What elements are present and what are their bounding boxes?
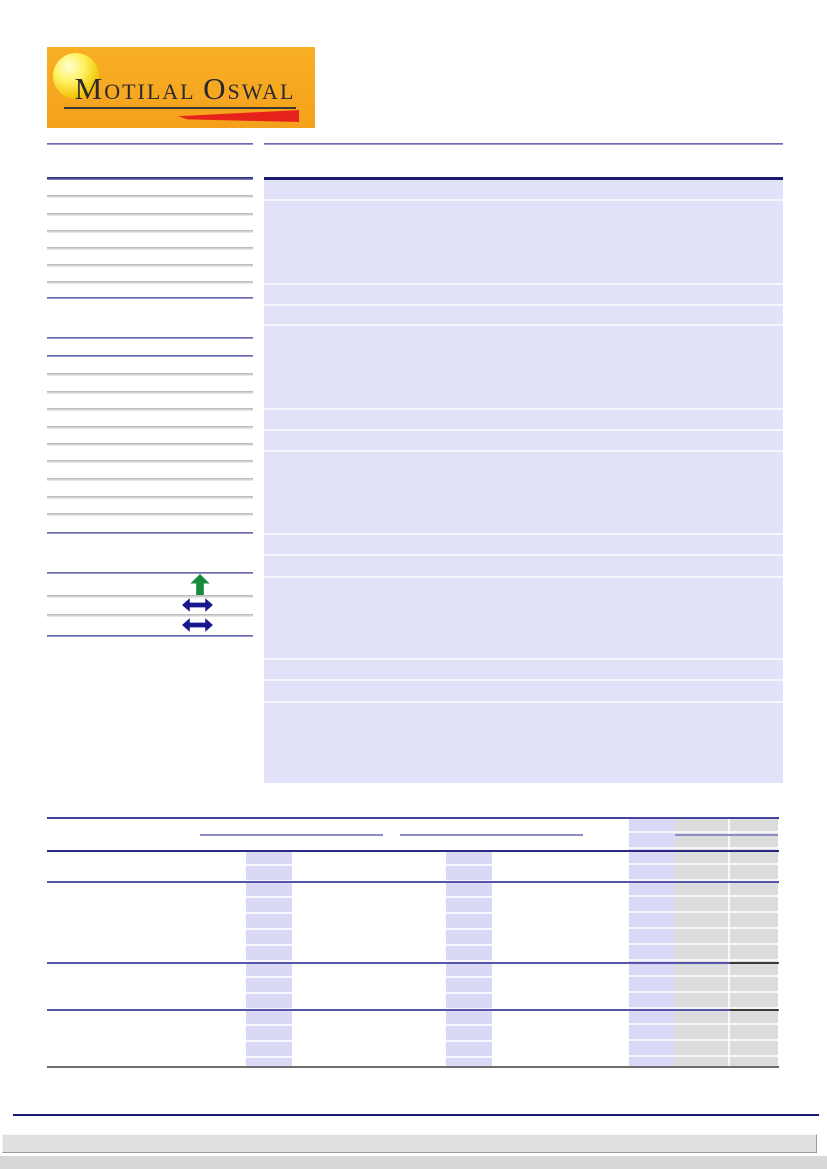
logo-word1-initial: M	[74, 71, 105, 106]
left-right-arrow-icon	[182, 598, 213, 612]
table-rule	[47, 817, 779, 819]
panel-row-separator	[264, 324, 783, 326]
footer-rule	[13, 1114, 819, 1116]
logo-text: MOTILAL OSWAL	[65, 71, 305, 107]
panel-row-separator	[264, 429, 783, 431]
table-bottom-rule	[47, 1066, 779, 1068]
column-group-underline	[200, 834, 383, 836]
sidebar-rule	[47, 408, 253, 411]
content-top-rule	[264, 143, 783, 145]
column-group-underline	[675, 834, 778, 836]
sidebar-rule	[47, 391, 253, 394]
table-rule	[47, 881, 779, 883]
sidebar-rule	[47, 281, 253, 284]
highlight-column-gray	[675, 817, 778, 1068]
logo-word2-rest: SWAL	[227, 79, 296, 104]
logo-word2-initial: O	[203, 71, 228, 106]
sidebar-rule	[47, 177, 253, 180]
sidebar-rule	[47, 478, 253, 481]
sidebar-rule	[47, 297, 253, 299]
table-rule	[47, 1009, 779, 1011]
sidebar-rule	[47, 373, 253, 376]
panel-row-separator	[264, 679, 783, 681]
logo-underline	[64, 107, 296, 109]
sidebar-rule	[47, 572, 253, 574]
table-rule-dark-segment	[730, 1009, 778, 1011]
sidebar-rule	[47, 532, 253, 534]
panel-row-separator	[264, 701, 783, 703]
sidebar-rule	[47, 595, 253, 598]
sidebar-rule	[47, 443, 253, 446]
sidebar-rule	[47, 264, 253, 267]
sidebar-rule	[47, 337, 253, 339]
left-right-arrow-icon	[182, 618, 213, 632]
panel-row-separator	[264, 199, 783, 201]
logo-sun-icon	[53, 53, 99, 99]
panel-row-separator	[264, 533, 783, 535]
panel-row-separator	[264, 658, 783, 660]
highlight-column	[629, 817, 675, 1068]
footer-bar	[2, 1134, 817, 1153]
highlight-column	[246, 850, 292, 1068]
sidebar-rule	[47, 496, 253, 499]
sidebar-rule	[47, 213, 253, 216]
panel-row-separator	[264, 283, 783, 285]
table-rule-dark-segment	[730, 962, 778, 964]
logo-swoosh-icon	[178, 110, 299, 122]
sidebar-rule	[47, 195, 253, 198]
column-divider	[728, 817, 730, 1068]
sidebar-rule	[47, 230, 253, 233]
sidebar-rule	[47, 143, 253, 145]
sidebar-rule	[47, 247, 253, 250]
sidebar-rule	[47, 635, 253, 637]
motilal-oswal-logo: MOTILAL OSWAL	[47, 47, 315, 128]
panel-row-separator	[264, 408, 783, 410]
sidebar-rule	[47, 460, 253, 463]
panel-row-separator	[264, 450, 783, 452]
report-body-panel	[264, 177, 783, 783]
panel-row-separator	[264, 304, 783, 306]
up-arrow-icon	[190, 574, 210, 595]
sidebar-rule	[47, 426, 253, 429]
column-group-underline	[400, 834, 583, 836]
sidebar-rule	[47, 513, 253, 516]
panel-row-separator	[264, 576, 783, 578]
sidebar-rule	[47, 355, 253, 357]
sidebar-rule	[47, 614, 253, 617]
logo-word1-rest: OTILAL	[104, 79, 196, 104]
table-rule	[47, 850, 779, 852]
financials-table	[47, 817, 779, 1068]
table-rule	[47, 962, 779, 964]
panel-row-separator	[264, 554, 783, 556]
highlight-column	[446, 850, 492, 1068]
footer-strip	[0, 1156, 827, 1169]
